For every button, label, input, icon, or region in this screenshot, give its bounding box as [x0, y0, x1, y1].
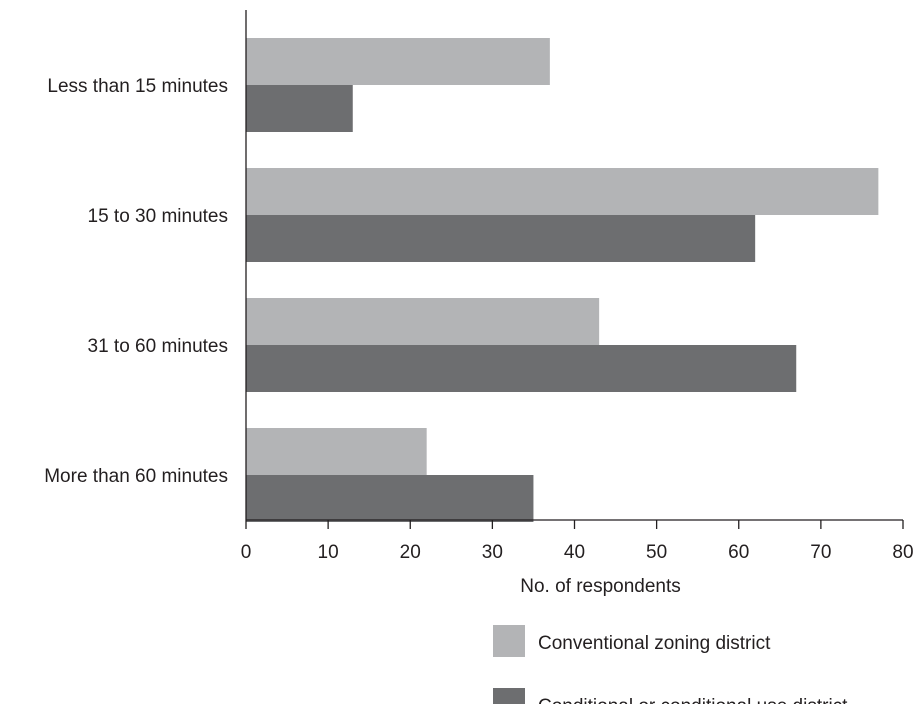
- x-tick-label: 30: [482, 542, 503, 563]
- legend: Conventional zoning district Conditional …: [493, 625, 848, 709]
- labels-layer: Less than 15 minutes 15 to 30 minutes 31 t…: [44, 76, 913, 597]
- x-tick-label: 20: [400, 542, 421, 563]
- x-tick-label: 40: [564, 542, 585, 563]
- bars-layer: [246, 38, 879, 522]
- bar-conventional-1: [246, 168, 879, 215]
- x-tick-label: 70: [810, 542, 831, 563]
- legend-label: Conventional zoning district: [538, 633, 771, 654]
- category-label: More than 60 minutes: [44, 466, 228, 487]
- x-tick-label: 50: [646, 542, 667, 563]
- bar-conditional-0: [246, 85, 353, 132]
- legend-label: Conditional or conditional use district: [538, 696, 848, 704]
- bar-conventional-0: [246, 38, 550, 85]
- x-axis-label: No. of respondents: [520, 576, 681, 597]
- legend-swatch: [493, 688, 525, 709]
- bar-conditional-2: [246, 345, 797, 392]
- bar-conventional-2: [246, 298, 600, 345]
- category-label: Less than 15 minutes: [47, 76, 228, 97]
- x-tick-label: 10: [318, 542, 339, 563]
- category-label: 15 to 30 minutes: [88, 206, 228, 227]
- legend-swatch: [493, 625, 525, 657]
- bar-conventional-3: [246, 428, 427, 475]
- category-label: 31 to 60 minutes: [88, 336, 228, 357]
- axes-layer: [245, 10, 904, 529]
- bar-conditional-1: [246, 215, 756, 262]
- x-tick-label: 60: [728, 542, 749, 563]
- x-tick-label: 0: [241, 542, 252, 563]
- bar-conditional-3: [246, 475, 534, 522]
- x-tick-label: 80: [892, 542, 913, 563]
